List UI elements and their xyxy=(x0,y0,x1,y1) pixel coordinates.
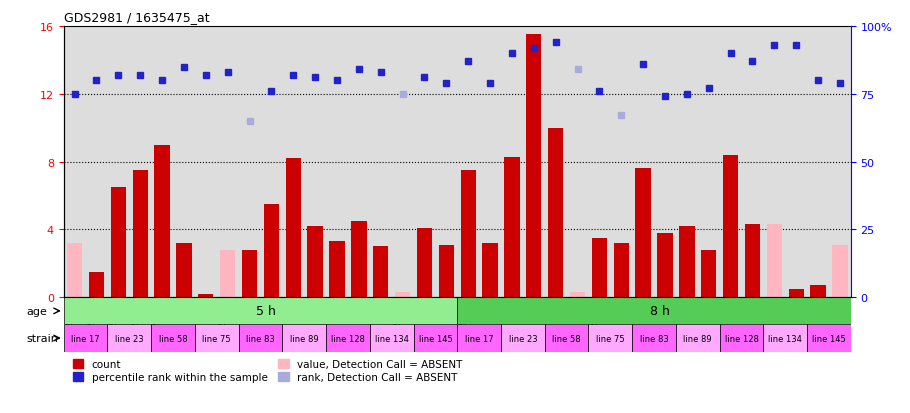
Text: line 23: line 23 xyxy=(509,334,537,343)
Text: age: age xyxy=(26,306,47,316)
Legend: count, percentile rank within the sample, value, Detection Call = ABSENT, rank, : count, percentile rank within the sample… xyxy=(69,355,467,386)
Text: 5 h: 5 h xyxy=(256,305,276,318)
Bar xyxy=(198,294,214,298)
Bar xyxy=(592,238,607,298)
Bar xyxy=(373,247,389,298)
Bar xyxy=(111,188,126,298)
Bar xyxy=(763,325,807,352)
Text: line 83: line 83 xyxy=(640,334,669,343)
Text: line 128: line 128 xyxy=(331,334,365,343)
Bar xyxy=(286,159,301,298)
Bar xyxy=(282,325,326,352)
Text: strain: strain xyxy=(26,333,58,343)
Text: line 83: line 83 xyxy=(246,334,275,343)
Bar xyxy=(326,325,369,352)
Bar xyxy=(807,325,851,352)
Bar xyxy=(833,245,847,298)
Bar xyxy=(64,325,107,352)
Bar xyxy=(238,325,282,352)
Bar xyxy=(308,226,323,298)
Bar xyxy=(177,243,192,298)
Bar xyxy=(89,272,104,298)
Bar xyxy=(460,171,476,298)
Bar xyxy=(501,325,545,352)
Bar xyxy=(589,325,632,352)
Text: GDS2981 / 1635475_at: GDS2981 / 1635475_at xyxy=(64,11,209,24)
Bar xyxy=(413,325,457,352)
Text: line 145: line 145 xyxy=(812,334,846,343)
Bar xyxy=(457,298,851,325)
Bar xyxy=(548,128,563,298)
Bar xyxy=(151,325,195,352)
Text: line 128: line 128 xyxy=(724,334,758,343)
Bar xyxy=(504,157,520,298)
Text: line 23: line 23 xyxy=(115,334,144,343)
Text: line 17: line 17 xyxy=(71,334,100,343)
Bar xyxy=(526,35,541,298)
Bar xyxy=(369,325,413,352)
Bar xyxy=(64,298,457,325)
Bar xyxy=(701,250,716,298)
Bar xyxy=(632,325,676,352)
Bar xyxy=(635,169,651,298)
Bar xyxy=(67,243,82,298)
Bar xyxy=(242,250,258,298)
Text: line 134: line 134 xyxy=(768,334,803,343)
Bar xyxy=(351,221,367,298)
Text: line 75: line 75 xyxy=(596,334,624,343)
Bar xyxy=(155,145,170,298)
Text: line 145: line 145 xyxy=(419,334,452,343)
Bar xyxy=(395,292,410,298)
Bar xyxy=(657,233,672,298)
Bar xyxy=(744,225,760,298)
Text: line 75: line 75 xyxy=(202,334,231,343)
Bar xyxy=(220,250,236,298)
Bar xyxy=(133,171,148,298)
Bar xyxy=(264,204,279,298)
Bar xyxy=(811,286,825,298)
Bar xyxy=(613,243,629,298)
Bar xyxy=(482,243,498,298)
Bar xyxy=(545,325,589,352)
Bar xyxy=(720,325,763,352)
Text: 8 h: 8 h xyxy=(650,305,670,318)
Text: line 134: line 134 xyxy=(375,334,409,343)
Bar xyxy=(723,155,738,298)
Bar xyxy=(679,226,694,298)
Bar xyxy=(107,325,151,352)
Bar xyxy=(457,325,501,352)
Text: line 17: line 17 xyxy=(465,334,493,343)
Bar xyxy=(195,325,238,352)
Bar xyxy=(789,289,804,298)
Bar xyxy=(417,228,432,298)
Bar xyxy=(439,245,454,298)
Text: line 89: line 89 xyxy=(290,334,318,343)
Text: line 89: line 89 xyxy=(683,334,713,343)
Bar xyxy=(766,225,782,298)
Bar xyxy=(570,292,585,298)
Text: line 58: line 58 xyxy=(552,334,581,343)
Bar xyxy=(329,242,345,298)
Bar xyxy=(676,325,720,352)
Text: line 58: line 58 xyxy=(158,334,187,343)
